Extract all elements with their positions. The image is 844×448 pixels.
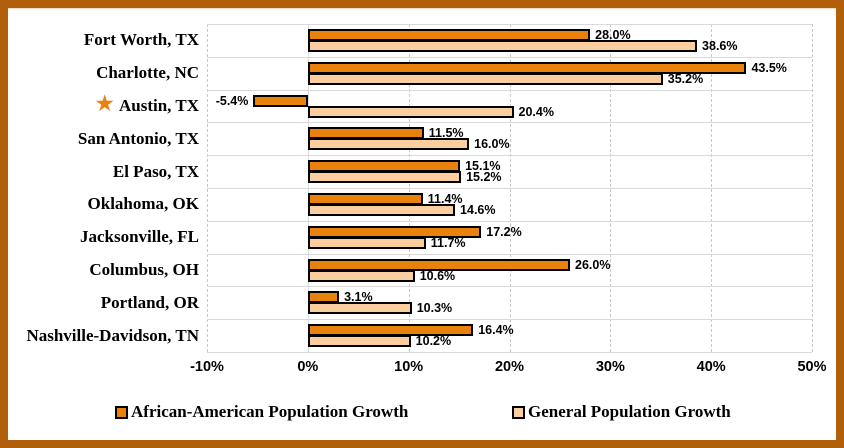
category-label: Nashville-Davidson, TN <box>8 319 199 352</box>
data-label: 11.4% <box>427 192 463 206</box>
bar-general <box>307 171 462 184</box>
x-tick-label: 40% <box>696 359 726 375</box>
data-label: 17.2% <box>486 224 522 239</box>
category-label-text: San Antonio, TX <box>77 128 199 148</box>
category-label-text: Jacksonville, FL <box>79 227 199 247</box>
category-label: Jacksonville, FL <box>8 221 199 254</box>
band-separator <box>207 89 812 91</box>
legend-item: General Population Growth <box>512 402 731 422</box>
legend-swatch <box>512 405 525 419</box>
data-label: -5.4% <box>215 93 249 108</box>
band-separator <box>207 220 812 222</box>
legend-label: African-American Population Growth <box>131 402 409 421</box>
bar-general <box>307 105 514 118</box>
bar-general <box>307 204 456 216</box>
band-separator <box>207 253 812 255</box>
band-separator <box>207 188 812 189</box>
bar-general <box>307 40 698 52</box>
band-separator <box>207 24 812 25</box>
category-label: San Antonio, TX <box>8 122 199 155</box>
band-separator <box>207 319 812 321</box>
data-label: 11.5% <box>428 126 464 141</box>
bar-african-american <box>307 258 570 271</box>
x-tick-label: 50% <box>797 359 827 375</box>
category-label-text: Austin, TX <box>119 95 199 115</box>
category-label-text: Portland, OR <box>100 292 199 312</box>
category-label: Charlotte, NC <box>8 57 199 90</box>
data-label: 35.2% <box>667 71 704 86</box>
data-label: 11.7% <box>430 235 466 250</box>
data-label: 15.1% <box>465 159 501 174</box>
legend-label: General Population Growth <box>528 402 731 421</box>
x-tick-label: 0% <box>297 359 319 375</box>
legend-swatch <box>115 405 128 419</box>
data-label: 20.4% <box>518 104 554 119</box>
band-separator <box>207 352 812 353</box>
category-label: Portland, OR <box>8 286 199 319</box>
band-separator <box>207 56 812 58</box>
category-label: Columbus, OH <box>8 254 199 287</box>
category-label-text: Nashville-Davidson, TN <box>26 325 199 345</box>
band-separator <box>207 122 812 124</box>
data-label: 10.2% <box>415 334 452 349</box>
category-label-text: Columbus, OH <box>89 259 199 279</box>
category-label-text: Oklahoma, OK <box>87 194 199 214</box>
x-tick-label: 20% <box>494 359 525 375</box>
bar-african-american <box>253 94 308 107</box>
gridline <box>812 24 813 352</box>
x-tick-label: 30% <box>595 359 625 375</box>
category-label: Oklahoma, OK <box>8 188 199 221</box>
band-separator <box>207 286 812 288</box>
category-label: Fort Worth, TX <box>8 24 199 57</box>
bar-general <box>307 269 415 282</box>
bar-general <box>307 302 412 315</box>
band-separator <box>207 155 812 157</box>
category-label-text: Fort Worth, TX <box>83 30 199 50</box>
data-label: 14.6% <box>460 203 496 217</box>
data-label: 16.0% <box>474 137 510 152</box>
category-label-text: Charlotte, NC <box>96 63 199 83</box>
data-label: 38.6% <box>702 39 738 53</box>
bar-general <box>307 72 663 85</box>
x-tick-label: 10% <box>394 359 424 375</box>
category-label: El Paso, TX <box>8 155 199 188</box>
data-label: 43.5% <box>751 60 787 75</box>
data-label: 3.1% <box>344 290 373 305</box>
data-label: 16.4% <box>478 323 514 338</box>
data-label: 10.3% <box>416 301 453 316</box>
data-label: 10.6% <box>419 268 456 283</box>
data-label: 15.2% <box>466 170 502 185</box>
bar-general <box>307 236 426 249</box>
data-label: 28.0% <box>595 28 631 42</box>
bar-general <box>307 138 470 151</box>
star-icon: ★ <box>94 91 115 118</box>
category-label-text: El Paso, TX <box>112 161 199 181</box>
x-tick-label: -10% <box>190 359 224 375</box>
bar-general <box>307 335 411 348</box>
legend-item: African-American Population Growth <box>115 402 408 422</box>
data-label: 26.0% <box>575 257 611 272</box>
category-label: ★ Austin, TX <box>8 90 199 123</box>
